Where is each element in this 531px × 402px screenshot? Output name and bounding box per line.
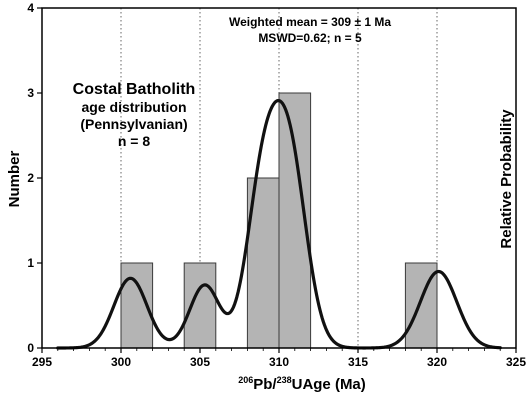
x-axis-title-sup-206: 206: [238, 375, 253, 385]
x-tick-label-305: 305: [190, 355, 210, 369]
y-tick-label-3: 3: [27, 86, 34, 100]
x-axis-title-age: UAge (Ma): [292, 376, 366, 393]
x-axis-title-sup-238: 238: [277, 375, 292, 385]
x-tick-label-315: 315: [348, 355, 368, 369]
bar-304-306: [183, 262, 217, 349]
y-tick-label-1: 1: [27, 256, 34, 270]
x-axis-title-pb: Pb/: [253, 376, 277, 393]
annotation-batholith-period: (Pennsylvanian): [80, 116, 187, 132]
probability-density-curve: [56, 98, 502, 350]
y-tick-label-2: 2: [27, 171, 34, 185]
x-axis-ticks: 295 300 305 310 315 320 325: [32, 348, 526, 369]
annotation-batholith-count: n = 8: [118, 133, 151, 149]
y2-axis-title: Relative Probability: [498, 109, 515, 249]
x-tick-label-310: 310: [269, 355, 289, 369]
annotation-weighted-mean: Weighted mean = 309 ± 1 Ma: [229, 15, 391, 29]
x-axis-title: 206Pb/238UAge (Ma): [238, 375, 366, 393]
x-tick-label-325: 325: [506, 355, 526, 369]
histogram-bars: [120, 92, 438, 349]
x-tick-label-320: 320: [427, 355, 447, 369]
annotation-mswd: MSWD=0.62; n = 5: [258, 31, 362, 45]
x-tick-label-295: 295: [32, 355, 52, 369]
annotation-batholith-subtitle: age distribution: [82, 99, 187, 115]
annotation-batholith-title: Costal Batholith: [73, 81, 196, 98]
x-tick-label-300: 300: [111, 355, 131, 369]
y-axis-title: Number: [6, 151, 23, 208]
bar-310-312: [278, 92, 312, 349]
y-axis-ticks: 0 1 2 3 4: [27, 1, 42, 355]
vertical-gridlines: [120, 8, 438, 348]
y-tick-label-4: 4: [27, 1, 34, 15]
y-tick-label-0: 0: [27, 341, 34, 355]
